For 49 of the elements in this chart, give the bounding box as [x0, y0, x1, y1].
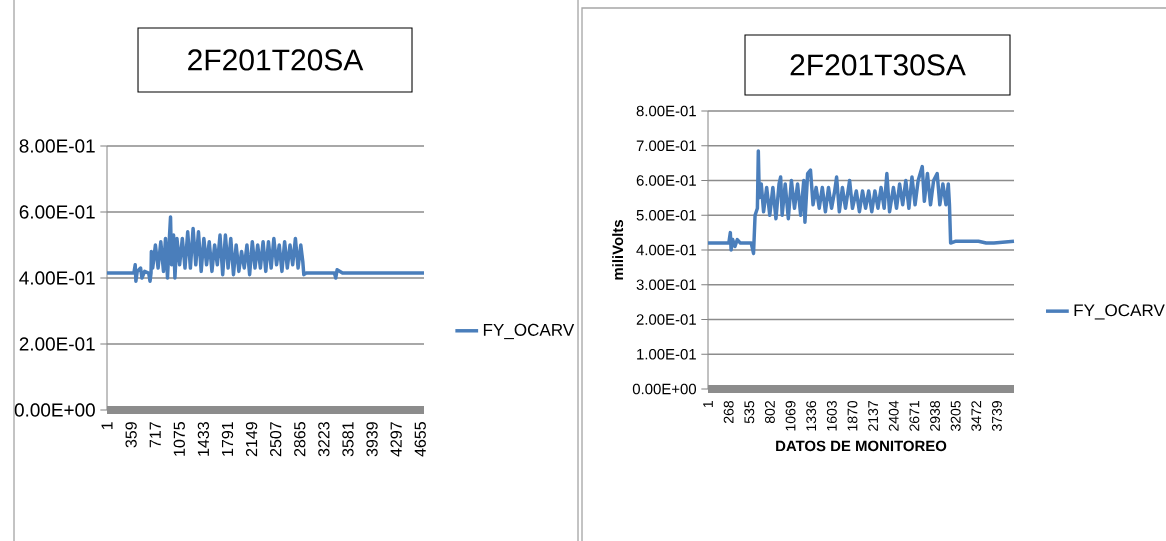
- chart-title: 2F201T30SA: [790, 54, 966, 76]
- x-tick-label: 1870: [847, 400, 858, 431]
- y-tick-label: 7.00E-01: [636, 140, 696, 152]
- x-tick-label: 1075: [173, 422, 185, 456]
- y-tick-label: 8.00E-01: [19, 139, 95, 153]
- x-tick-label: 4655: [414, 422, 426, 457]
- x-tick-label: 1069: [785, 401, 796, 431]
- y-tick-label: 8.00E-01: [636, 105, 696, 117]
- y-tick-label: 3.00E-01: [636, 279, 696, 291]
- x-tick-label: 1791: [221, 422, 234, 456]
- x-tick-label: 3939: [366, 422, 378, 457]
- x-tick-label: 717: [149, 422, 161, 448]
- x-tick-label: 1433: [197, 422, 210, 456]
- x-tick-label: 2404: [888, 400, 899, 431]
- x-tick-label: 1: [703, 401, 713, 408]
- y-tick-label: 4.00E-01: [636, 244, 696, 256]
- chart-title: 2F201T20SA: [188, 49, 364, 71]
- x-tick-label: 359: [125, 422, 137, 448]
- x-tick-label: 2865: [294, 422, 306, 457]
- y-axis-title: miliVolts: [612, 220, 624, 280]
- x-tick-label: 3581: [342, 422, 354, 457]
- x-tick-label: 2671: [909, 401, 920, 431]
- x-tick-label: 3739: [991, 401, 1002, 431]
- x-tick-label: 3223: [318, 422, 330, 457]
- y-tick-label: 6.00E-01: [636, 175, 696, 186]
- y-tick-label: 0.00E+00: [632, 383, 697, 395]
- x-tick-label: 802: [764, 401, 775, 424]
- x-tick-label: 268: [723, 400, 734, 424]
- x-tick-label: 2149: [245, 422, 258, 457]
- x-tick-label: 4297: [390, 422, 402, 457]
- x-tick-label: 3472: [971, 401, 982, 431]
- x-tick-label: 2137: [868, 401, 879, 431]
- legend-label: FY_OCARV: [483, 323, 575, 340]
- x-tick-label: 535: [744, 400, 755, 424]
- legend-label: FY_OCARV: [1074, 304, 1165, 320]
- x-tick-label: 1: [101, 422, 113, 430]
- y-tick-label: 2.00E-01: [19, 337, 95, 351]
- y-tick-label: 4.00E-01: [19, 271, 95, 285]
- y-tick-label: 5.00E-01: [636, 209, 696, 221]
- x-tick-label: 2507: [270, 422, 282, 457]
- y-tick-label: 2.00E-01: [636, 314, 696, 325]
- x-tick-label: 1603: [826, 400, 837, 431]
- y-tick-label: 1.00E-01: [637, 348, 696, 360]
- y-tick-label: 0.00E+00: [14, 403, 95, 417]
- x-tick-label: 1336: [806, 400, 817, 431]
- x-tick-label: 3205: [950, 400, 961, 431]
- x-tick-label: 2938: [930, 400, 940, 431]
- x-axis-title: DATOS DE MONITOREO: [776, 440, 947, 452]
- y-tick-label: 6.00E-01: [19, 205, 95, 219]
